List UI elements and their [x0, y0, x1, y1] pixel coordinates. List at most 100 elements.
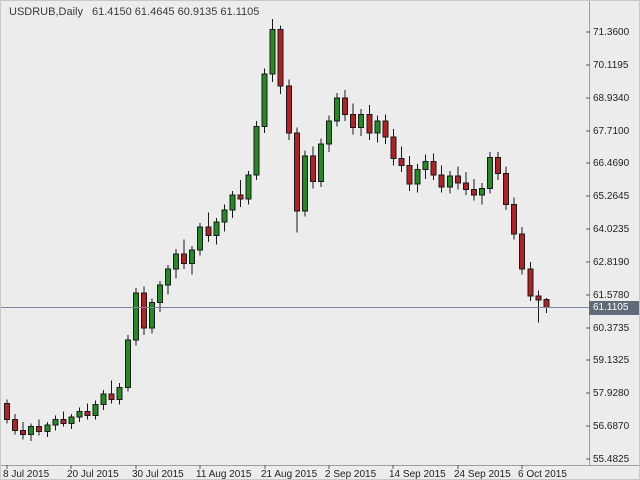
candle: [342, 90, 349, 122]
candle-body: [462, 182, 469, 191]
candle-body: [358, 113, 365, 129]
candle-body: [527, 268, 534, 297]
candle-body: [398, 158, 405, 166]
candle-body: [165, 268, 171, 286]
candle: [326, 115, 332, 152]
candle: [229, 190, 236, 218]
candle: [116, 383, 123, 405]
candle: [197, 223, 204, 256]
candle: [422, 154, 429, 179]
candle-body: [140, 292, 147, 329]
current-price-label: 61.1105: [589, 301, 639, 315]
date-axis-label: 24 Sep 2015: [454, 469, 511, 480]
price-axis[interactable]: 71.3600 70.1195 68.9340 67.7100 66.4690 65.26…: [586, 27, 630, 465]
candle: [503, 166, 510, 210]
candle-body: [309, 155, 316, 183]
candle-body: [76, 410, 83, 418]
candle-body: [20, 429, 27, 435]
candle: [213, 217, 220, 245]
candle-body: [221, 209, 228, 223]
candle-body: [189, 249, 196, 265]
candle-body: [478, 187, 485, 196]
candle: [4, 399, 10, 424]
candle: [20, 422, 27, 440]
candle-body: [430, 160, 437, 176]
date-axis-label: 6 Oct 2015: [518, 469, 567, 480]
candle-body: [245, 174, 252, 200]
candle: [398, 146, 405, 173]
candle: [406, 155, 413, 191]
candle: [478, 182, 485, 205]
candle: [414, 164, 421, 193]
candle-body: [237, 194, 244, 200]
candle: [511, 197, 518, 240]
candle: [261, 68, 268, 134]
price-axis-label: 60.3735: [593, 323, 630, 334]
candle: [28, 423, 35, 442]
candle-body: [12, 419, 19, 431]
candle: [12, 414, 19, 435]
date-axis-label: 2 Sep 2015: [325, 469, 377, 480]
candle: [519, 227, 526, 275]
candle: [446, 170, 453, 194]
candle-body: [374, 120, 381, 134]
candle-body: [487, 156, 493, 189]
date-axis-label: 20 Jul 2015: [67, 469, 119, 480]
candle-body: [382, 120, 389, 138]
candle: [527, 262, 534, 302]
candle-body: [342, 97, 349, 115]
candle: [334, 92, 341, 127]
candle: [495, 151, 502, 181]
candle-body: [100, 393, 107, 406]
candle-body: [124, 339, 131, 388]
candle: [84, 403, 91, 420]
date-axis-label: 11 Aug 2015: [196, 469, 252, 480]
candle: [205, 212, 212, 243]
candle-body: [326, 120, 332, 145]
price-axis-label: 65.2645: [593, 191, 630, 202]
price-axis-label: 55.4825: [593, 454, 630, 465]
date-axis-label: 14 Sep 2015: [389, 469, 446, 480]
candle: [44, 422, 51, 438]
candle-body: [84, 410, 91, 416]
candle: [269, 18, 276, 83]
chart-title: USDRUB,Daily 61.4150 61.4645 60.9135 61.1…: [9, 6, 259, 18]
candle: [60, 411, 67, 427]
candle-body: [519, 233, 526, 270]
candle: [382, 114, 389, 144]
candle-body: [4, 402, 10, 421]
candle: [108, 380, 115, 404]
price-axis-label: 68.9340: [593, 93, 630, 104]
candle: [76, 407, 83, 423]
candle: [52, 415, 59, 431]
candle: [317, 138, 324, 187]
candle-body: [293, 132, 300, 212]
candle-body: [446, 175, 453, 188]
candle: [253, 121, 260, 181]
candle-body: [334, 97, 341, 122]
candle-body: [253, 125, 260, 176]
candle-body: [229, 194, 236, 211]
candle-body: [470, 189, 477, 196]
candle: [237, 180, 244, 208]
candle-body: [503, 172, 510, 205]
time-axis[interactable]: 8 Jul 2015 20 Jul 2015 30 Jul 2015 11 Aug 2…: [3, 465, 567, 480]
price-axis-label: 70.1195: [593, 60, 629, 71]
price-axis-label: 61.5780: [593, 290, 630, 301]
candle: [100, 389, 107, 411]
candle: [277, 25, 284, 95]
candle-body: [173, 253, 180, 270]
candle: [366, 104, 373, 140]
candle-body: [317, 143, 324, 183]
candle: [430, 153, 437, 181]
candle: [148, 298, 155, 334]
candle: [350, 103, 357, 135]
candle-body: [116, 386, 123, 400]
candle: [470, 178, 477, 201]
candle-body: [277, 29, 284, 87]
candle: [535, 290, 542, 323]
price-axis-label: 67.7100: [593, 126, 630, 137]
candle-body: [543, 298, 550, 309]
